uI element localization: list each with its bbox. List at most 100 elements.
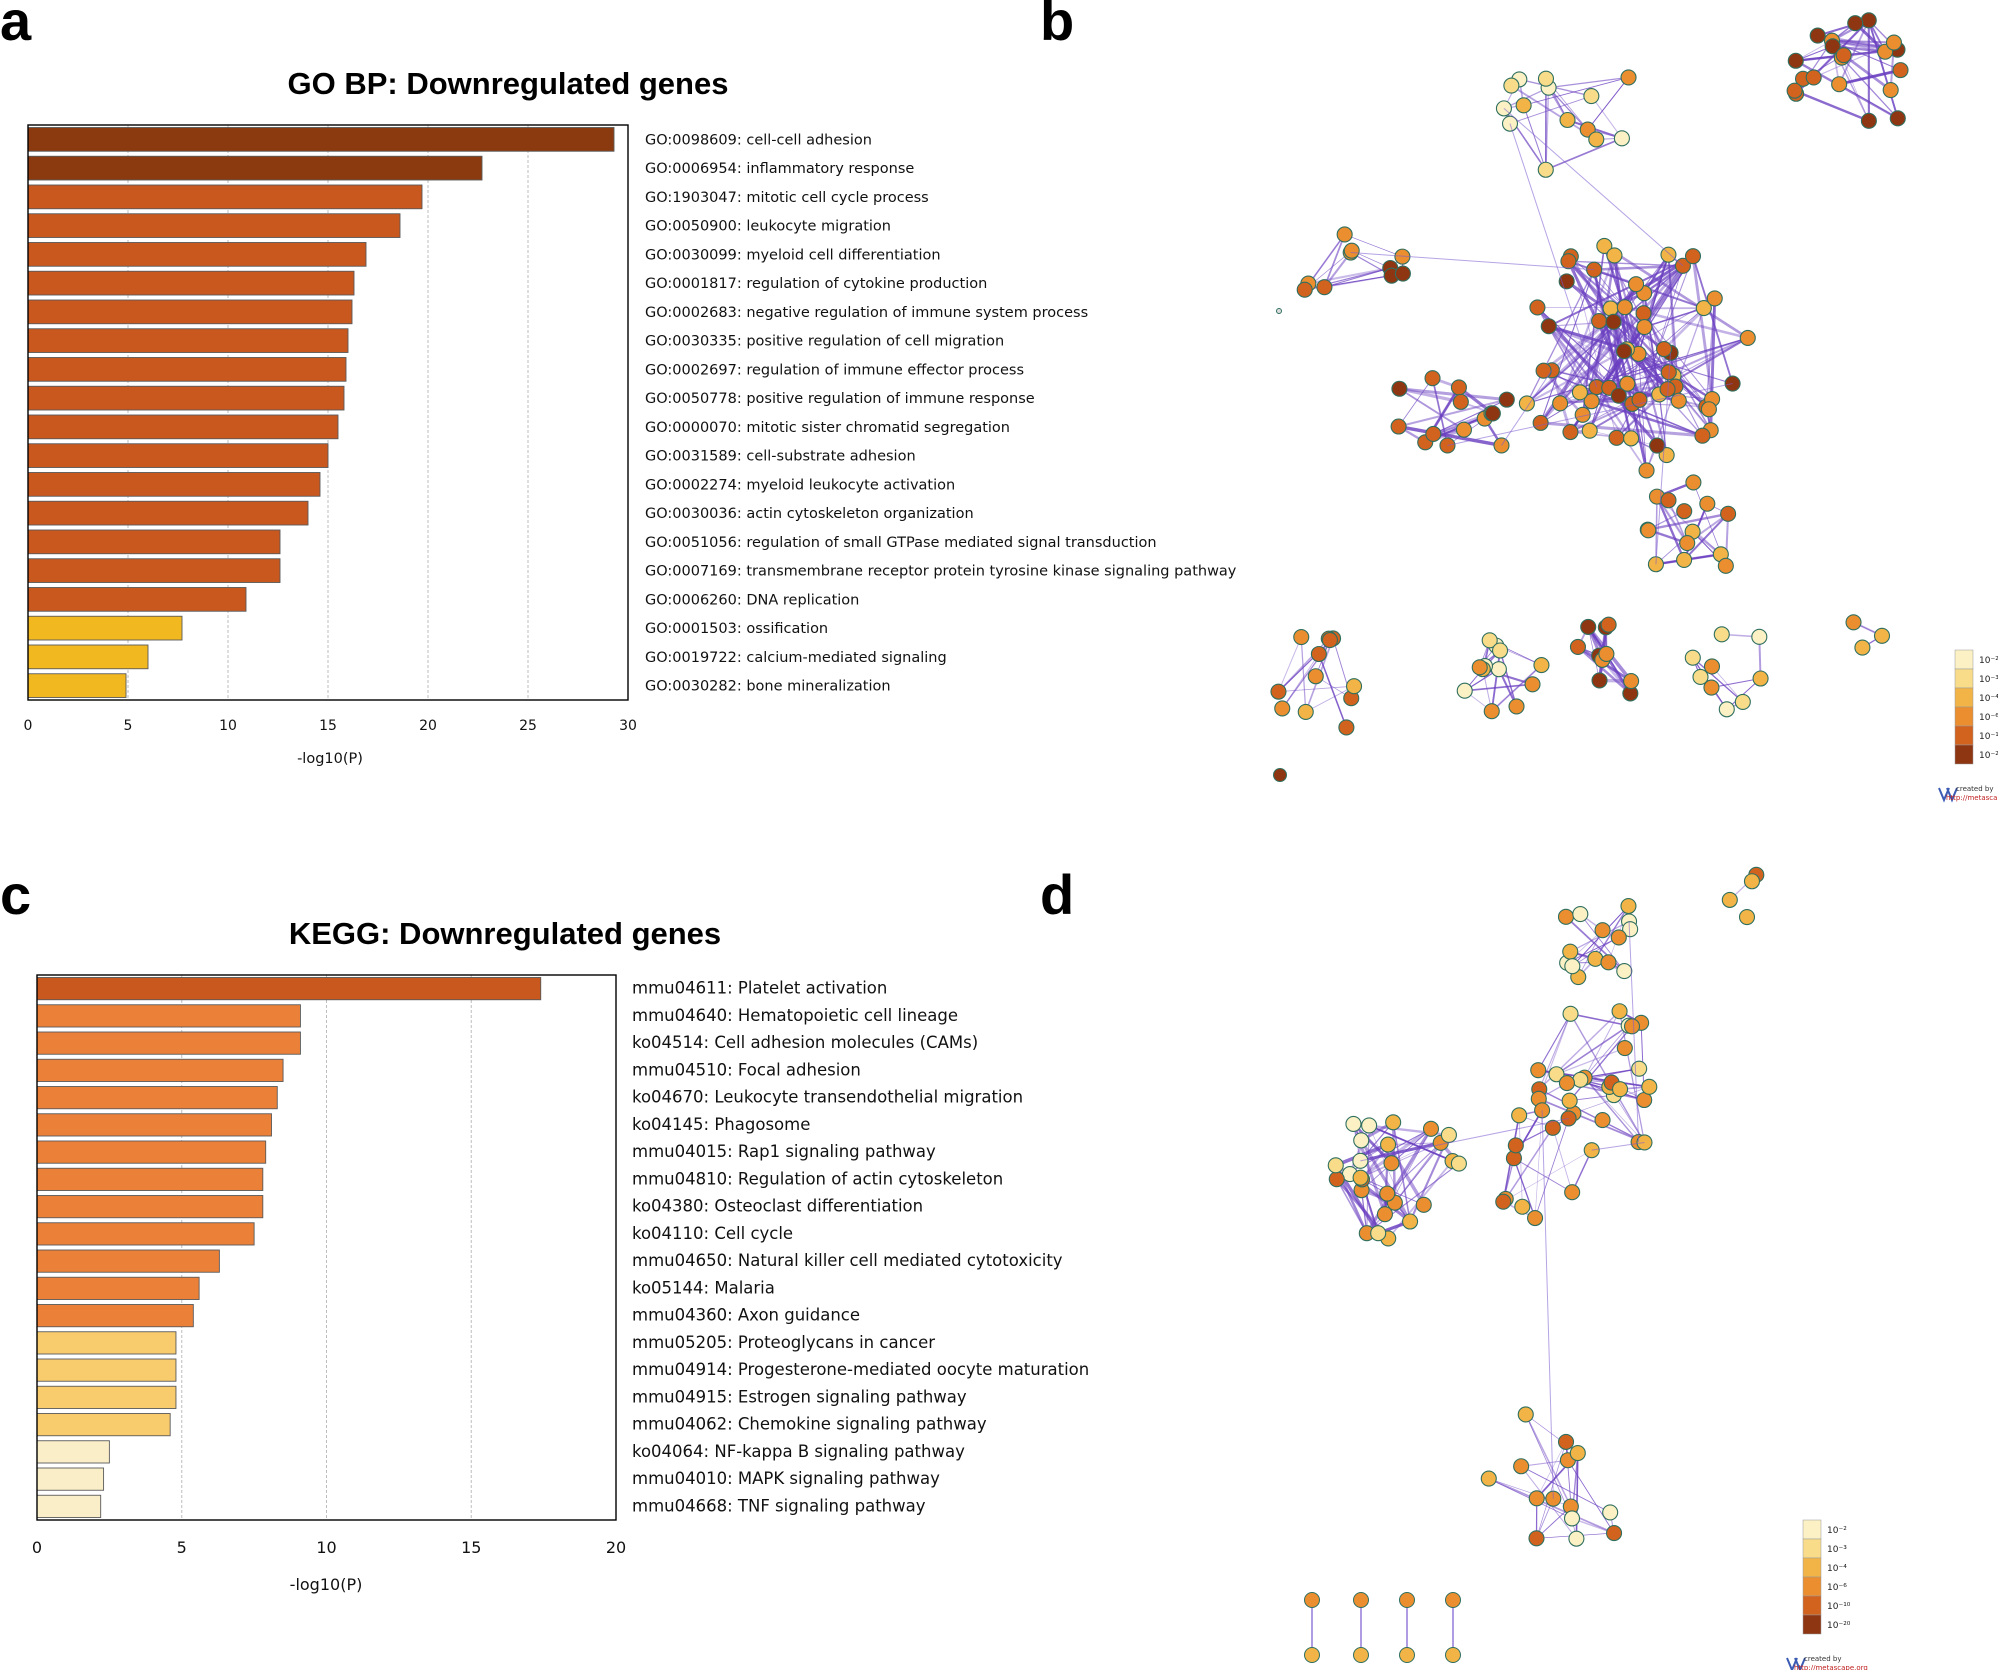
- network-edge: [1584, 1068, 1640, 1079]
- bar: [36, 1304, 194, 1328]
- network-node: [1721, 891, 1738, 908]
- network-node: [1452, 393, 1469, 410]
- bar: [36, 1222, 255, 1246]
- network-node: [1558, 1075, 1575, 1092]
- network-node: [1873, 627, 1891, 644]
- network-edge: [1503, 108, 1684, 267]
- network-edge: [1603, 244, 1749, 340]
- bar: [27, 242, 367, 267]
- bar: [27, 299, 353, 325]
- legend-label: 10⁻⁶: [1979, 713, 1998, 723]
- network-node: [1591, 312, 1608, 330]
- network-node: [1854, 639, 1871, 656]
- network-edge: [1300, 637, 1307, 712]
- network-node: [1676, 551, 1693, 568]
- bar: [36, 1113, 272, 1137]
- network-edge: [1499, 650, 1518, 707]
- network-node: [1706, 290, 1723, 307]
- network-edge: [1278, 637, 1334, 693]
- category-label: mmu04062: Chemokine signaling pathway: [632, 1415, 987, 1434]
- category-label: GO:0001503: ossification: [645, 621, 828, 637]
- bar: [36, 1195, 264, 1219]
- network-edge: [1277, 636, 1302, 692]
- network-edge: [1490, 650, 1501, 712]
- network-edge: [1540, 269, 1595, 424]
- network-node: [1327, 1157, 1344, 1174]
- network-node: [1787, 52, 1804, 69]
- network-node: [1316, 279, 1333, 296]
- network-node: [1498, 391, 1515, 408]
- network-node: [1270, 683, 1287, 700]
- network-node: [1425, 425, 1442, 443]
- network-edge: [1647, 512, 1729, 531]
- x-tick-label: 15: [461, 1538, 481, 1557]
- network-node: [1847, 15, 1864, 32]
- network-node: [1860, 112, 1877, 129]
- network-edge: [1618, 1011, 1646, 1143]
- network-node: [1623, 1018, 1641, 1035]
- network-node: [1610, 387, 1627, 404]
- network-node: [1484, 405, 1501, 422]
- network-node: [1602, 300, 1619, 317]
- bar: [36, 1140, 267, 1164]
- network-node: [1450, 1155, 1467, 1172]
- network-edge: [1520, 1465, 1611, 1513]
- network-node: [1483, 703, 1500, 720]
- network-edge: [1794, 89, 1870, 122]
- network-node: [1655, 340, 1673, 358]
- bar: [36, 977, 542, 1001]
- network-edge: [1503, 1149, 1592, 1202]
- bar: [27, 270, 355, 296]
- network-node: [1606, 1525, 1623, 1542]
- network-node: [1552, 395, 1569, 412]
- network-node: [1492, 642, 1509, 659]
- network-node: [1594, 1112, 1611, 1129]
- category-label: GO:0098609: cell-cell adhesion: [645, 132, 872, 148]
- network-node: [1307, 668, 1324, 685]
- network-node: [1399, 1647, 1415, 1663]
- network-edge: [1501, 370, 1553, 446]
- network-edge: [1464, 683, 1533, 692]
- legend-label: 10⁻²⁰: [1827, 1621, 1851, 1631]
- network-edge: [1577, 645, 1632, 695]
- network-edge: [1590, 255, 1616, 402]
- network-edge: [1491, 664, 1543, 712]
- category-label: ko04514: Cell adhesion molecules (CAMs): [632, 1033, 978, 1052]
- network-edge: [1595, 386, 1633, 440]
- network-node: [1594, 922, 1611, 939]
- network-node: [1611, 1003, 1628, 1020]
- x-axis-label: -log10(P): [290, 1575, 363, 1594]
- network-node: [1563, 1510, 1581, 1527]
- category-label: GO:0000070: mitotic sister chromatid seg…: [645, 420, 1010, 436]
- bar: [27, 615, 183, 641]
- network-node: [1703, 679, 1720, 696]
- network-node: [1631, 1060, 1648, 1077]
- legend-swatch: [1954, 668, 1974, 689]
- legend-label: 10⁻⁴: [1979, 694, 1998, 704]
- network-node: [1569, 638, 1587, 655]
- bar: [27, 414, 339, 440]
- network-node: [1415, 1196, 1432, 1213]
- network-edge: [1570, 337, 1749, 433]
- network-edge: [1683, 513, 1729, 561]
- network-node: [1580, 618, 1597, 635]
- legend-swatch: [1802, 1576, 1822, 1597]
- network-node: [1370, 1225, 1387, 1242]
- network-node: [1336, 226, 1353, 243]
- network-edge: [1278, 685, 1355, 693]
- network-edge: [1567, 260, 1646, 328]
- network-node: [1495, 1193, 1512, 1210]
- legend-label: 10⁻²: [1979, 656, 1998, 666]
- network-node: [1353, 1592, 1369, 1608]
- network-node: [1561, 1092, 1578, 1109]
- network-node: [1638, 462, 1655, 479]
- network-node: [1399, 1592, 1415, 1608]
- network-node: [1620, 69, 1637, 86]
- category-label: mmu04360: Axon guidance: [632, 1306, 860, 1325]
- network-edge: [1464, 683, 1533, 692]
- x-tick-label: 30: [619, 718, 637, 734]
- network-node: [1670, 392, 1687, 409]
- bar: [36, 1358, 177, 1382]
- network-node: [1605, 313, 1622, 330]
- network-node: [1831, 76, 1848, 93]
